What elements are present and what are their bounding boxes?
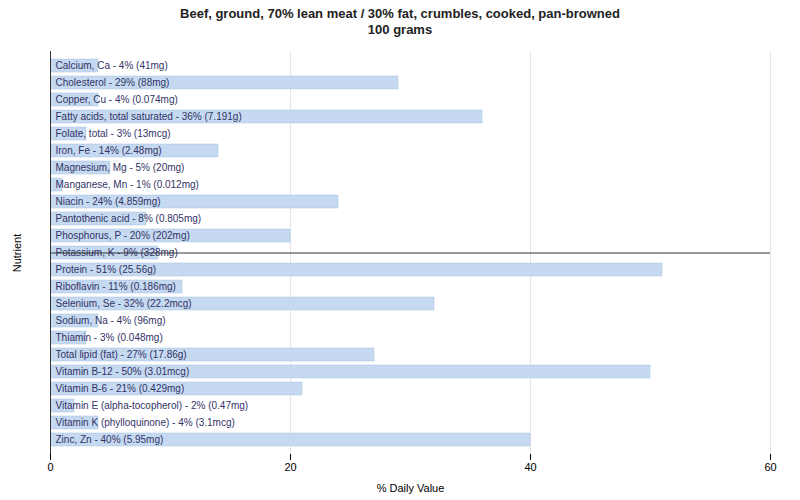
svg-text:Pantothenic acid - 8% (0.805mg: Pantothenic acid - 8% (0.805mg) [56, 213, 202, 224]
svg-text:Vitamin B-6 - 21% (0.429mg): Vitamin B-6 - 21% (0.429mg) [56, 383, 185, 394]
svg-text:Copper, Cu - 4% (0.074mg): Copper, Cu - 4% (0.074mg) [56, 94, 178, 105]
svg-text:Riboflavin - 11% (0.186mg): Riboflavin - 11% (0.186mg) [56, 281, 176, 292]
svg-text:Cholesterol - 29% (88mg): Cholesterol - 29% (88mg) [56, 77, 170, 88]
svg-text:Protein - 51% (25.56g): Protein - 51% (25.56g) [56, 264, 157, 275]
svg-text:Selenium, Se - 32% (22.2mcg): Selenium, Se - 32% (22.2mcg) [56, 298, 192, 309]
svg-text:Phosphorus, P - 20% (202mg): Phosphorus, P - 20% (202mg) [56, 230, 190, 241]
svg-text:Zinc, Zn - 40% (5.95mg): Zinc, Zn - 40% (5.95mg) [56, 434, 164, 445]
svg-text:Vitamin E (alpha-tocopherol) -: Vitamin E (alpha-tocopherol) - 2% (0.47m… [56, 400, 249, 411]
svg-text:Calcium, Ca - 4% (41mg): Calcium, Ca - 4% (41mg) [56, 60, 168, 71]
svg-text:Sodium, Na - 4% (96mg): Sodium, Na - 4% (96mg) [56, 315, 166, 326]
svg-text:Iron, Fe - 14% (2.48mg): Iron, Fe - 14% (2.48mg) [56, 145, 162, 156]
svg-text:Vitamin B-12 - 50% (3.01mcg): Vitamin B-12 - 50% (3.01mcg) [56, 366, 190, 377]
svg-text:Nutrient: Nutrient [11, 233, 23, 272]
svg-text:Thiamin - 3% (0.048mg): Thiamin - 3% (0.048mg) [56, 332, 163, 343]
svg-text:Fatty acids, total saturated -: Fatty acids, total saturated - 36% (7.19… [56, 111, 242, 122]
svg-text:Vitamin K (phylloquinone) - 4%: Vitamin K (phylloquinone) - 4% (3.1mcg) [56, 417, 235, 428]
svg-text:Potassium, K - 9% (328mg): Potassium, K - 9% (328mg) [55, 246, 178, 258]
svg-text:40: 40 [524, 461, 536, 473]
svg-text:60: 60 [764, 461, 776, 473]
svg-text:% Daily Value: % Daily Value [377, 481, 445, 493]
svg-text:Magnesium, Mg - 5% (20mg): Magnesium, Mg - 5% (20mg) [56, 162, 185, 173]
svg-text:Manganese, Mn - 1% (0.012mg): Manganese, Mn - 1% (0.012mg) [56, 179, 199, 190]
svg-text:0: 0 [47, 461, 53, 473]
svg-text:Niacin - 24% (4.859mg): Niacin - 24% (4.859mg) [56, 196, 161, 207]
svg-text:20: 20 [284, 461, 296, 473]
svg-text:Total lipid (fat) - 27% (17.86: Total lipid (fat) - 27% (17.86g) [56, 349, 187, 360]
html-text:Beef, ground, 70% lean meat /: Beef, ground, 70% lean meat / 30% fat, c… [180, 6, 620, 38]
svg-text:Folate, total - 3% (13mcg): Folate, total - 3% (13mcg) [56, 128, 171, 139]
